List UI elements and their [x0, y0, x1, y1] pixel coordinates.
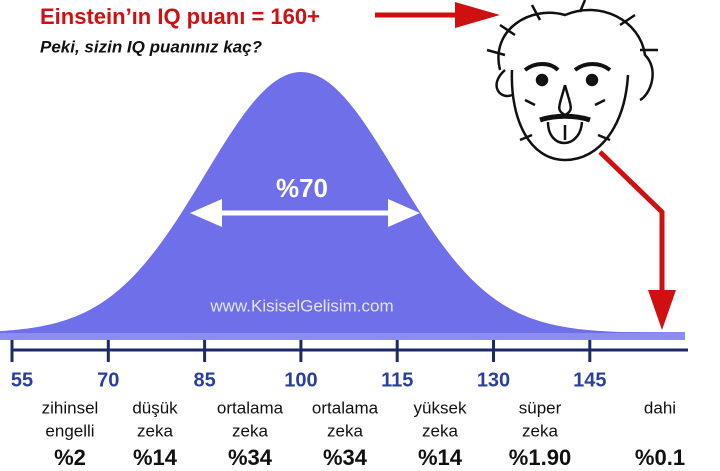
group-label: zeka: [137, 421, 173, 440]
baseline-band: [0, 332, 685, 340]
group-label: ortalama: [217, 398, 284, 417]
group-share: %2: [54, 445, 86, 470]
group-label: zihinsel: [42, 398, 99, 417]
group-share: %34: [228, 445, 273, 470]
group-label: zeka: [422, 421, 458, 440]
subtitle: Peki, sizin IQ puanınız kaç?: [40, 37, 263, 56]
center-label: %70: [276, 173, 328, 203]
axis-and-groups: 55 70 85 100 115 130 145 zihinsel engelli %2 düşük…: [10, 340, 685, 470]
tick-label: 55: [11, 369, 33, 391]
group-label: süper: [519, 398, 562, 417]
tick-label: 70: [97, 369, 119, 391]
tick-label: 100: [284, 369, 317, 391]
group-label: ortalama: [312, 398, 379, 417]
watermark: www.KisiselGelisim.com: [209, 296, 393, 315]
tick-label: 85: [193, 369, 215, 391]
side-arrow: [598, 150, 676, 330]
group-share: %34: [323, 445, 368, 470]
group-label: zeka: [327, 421, 363, 440]
group-label: dahi: [644, 398, 676, 417]
group-label: engelli: [45, 421, 94, 440]
group-label: yüksek: [414, 398, 467, 417]
group-label: düşük: [132, 398, 178, 417]
top-arrow: [375, 2, 500, 28]
group-label: zeka: [522, 421, 558, 440]
group-share: %1.90: [509, 445, 571, 470]
einstein-face: [486, 0, 658, 162]
tick-label: 130: [477, 369, 510, 391]
group-share: %0.1: [635, 445, 685, 470]
tick-label: 145: [573, 369, 606, 391]
group-share: %14: [133, 445, 178, 470]
bell-curve: [0, 72, 685, 333]
title: Einstein’ın IQ puanı = 160+: [40, 4, 320, 29]
group-label: zeka: [232, 421, 268, 440]
group-share: %14: [418, 445, 463, 470]
tick-label: 115: [381, 369, 413, 391]
range-arrow: [190, 199, 420, 227]
